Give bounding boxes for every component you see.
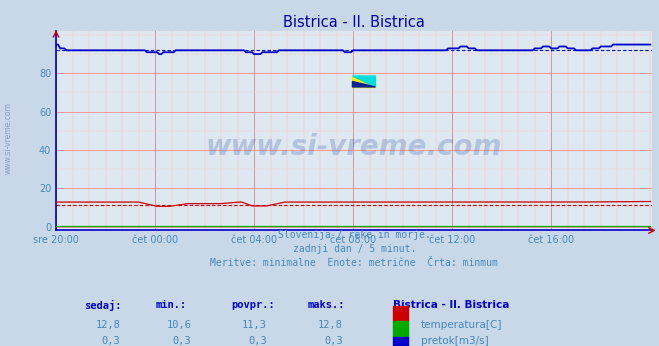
Text: 10,6: 10,6: [166, 320, 191, 330]
Bar: [393, 321, 407, 337]
Text: 0,3: 0,3: [324, 336, 343, 346]
Text: temperatura[C]: temperatura[C]: [421, 320, 503, 330]
Text: 0,3: 0,3: [173, 336, 191, 346]
Text: min.:: min.:: [156, 300, 186, 310]
Polygon shape: [353, 76, 376, 87]
Text: Bistrica - Il. Bistrica: Bistrica - Il. Bistrica: [393, 300, 509, 310]
Text: sedaj:: sedaj:: [84, 300, 122, 311]
Text: maks.:: maks.:: [307, 300, 345, 310]
Bar: [393, 337, 407, 346]
Text: 11,3: 11,3: [243, 320, 267, 330]
Text: Slovenija / reke in morje.
zadnji dan / 5 minut.
Meritve: minimalne  Enote: metr: Slovenija / reke in morje. zadnji dan / …: [210, 230, 498, 268]
Polygon shape: [353, 81, 376, 87]
Bar: [353, 76, 376, 87]
Text: 12,8: 12,8: [96, 320, 120, 330]
Text: www.si-vreme.com: www.si-vreme.com: [3, 102, 13, 174]
Bar: [393, 306, 407, 321]
Text: 12,8: 12,8: [318, 320, 343, 330]
Text: www.si-vreme.com: www.si-vreme.com: [206, 133, 502, 161]
Text: 0,3: 0,3: [101, 336, 120, 346]
Text: povpr.:: povpr.:: [231, 300, 275, 310]
Text: pretok[m3/s]: pretok[m3/s]: [421, 336, 489, 346]
Text: 0,3: 0,3: [248, 336, 267, 346]
Title: Bistrica - Il. Bistrica: Bistrica - Il. Bistrica: [283, 15, 425, 30]
